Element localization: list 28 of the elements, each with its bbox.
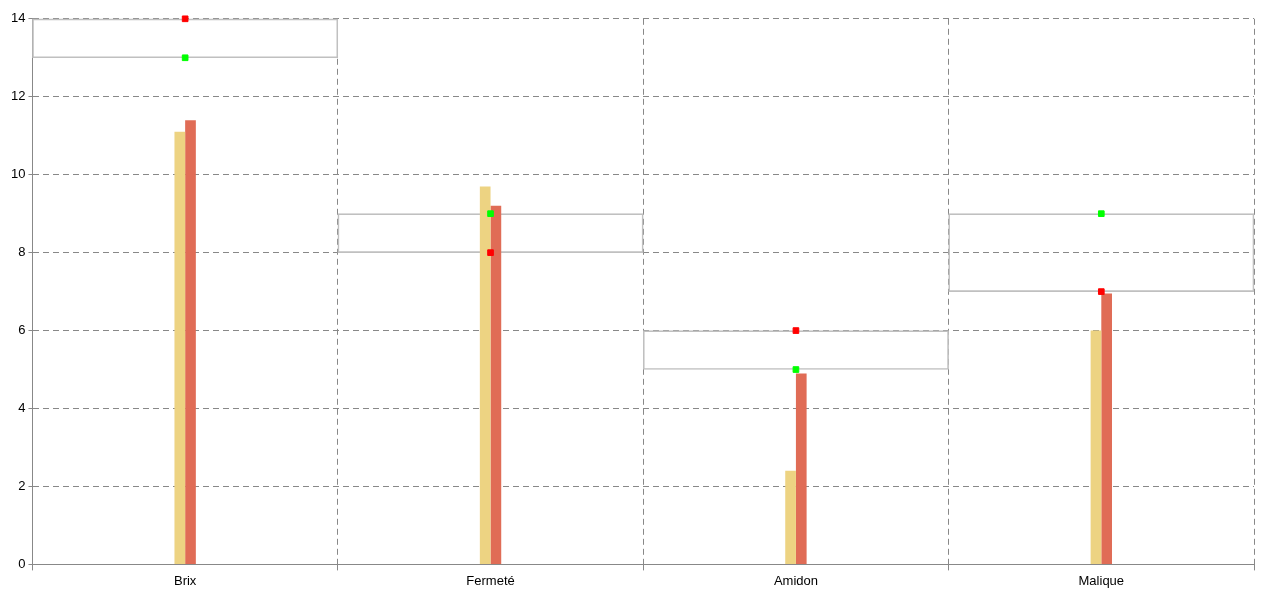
y-tick-label: 4	[18, 400, 26, 416]
point	[792, 366, 800, 373]
bar	[1101, 293, 1112, 564]
y-tick-label: 12	[10, 88, 26, 104]
point	[181, 15, 189, 23]
y-tick-label: 2	[18, 478, 26, 494]
point	[792, 327, 800, 334]
y-tick-label: 10	[10, 166, 26, 182]
y-tick-label: 0	[18, 555, 26, 571]
bar	[1090, 330, 1102, 564]
x-tick-label: Fermeté	[466, 572, 515, 588]
bar	[185, 120, 196, 564]
x-tick-label: Brix	[173, 572, 197, 588]
bar	[479, 186, 491, 564]
y-tick-label: 8	[18, 244, 26, 260]
bar	[174, 131, 186, 564]
point	[487, 249, 494, 256]
point	[1097, 210, 1105, 217]
bar	[795, 373, 807, 564]
point	[487, 210, 494, 217]
x-tick-label: Malique	[1078, 572, 1125, 588]
bar	[490, 205, 502, 564]
y-tick-label: 14	[10, 10, 26, 26]
point	[1097, 288, 1105, 295]
point	[181, 54, 189, 62]
x-tick-label: Amidon	[773, 572, 818, 588]
y-tick-label: 6	[18, 322, 26, 338]
bar	[785, 470, 796, 564]
